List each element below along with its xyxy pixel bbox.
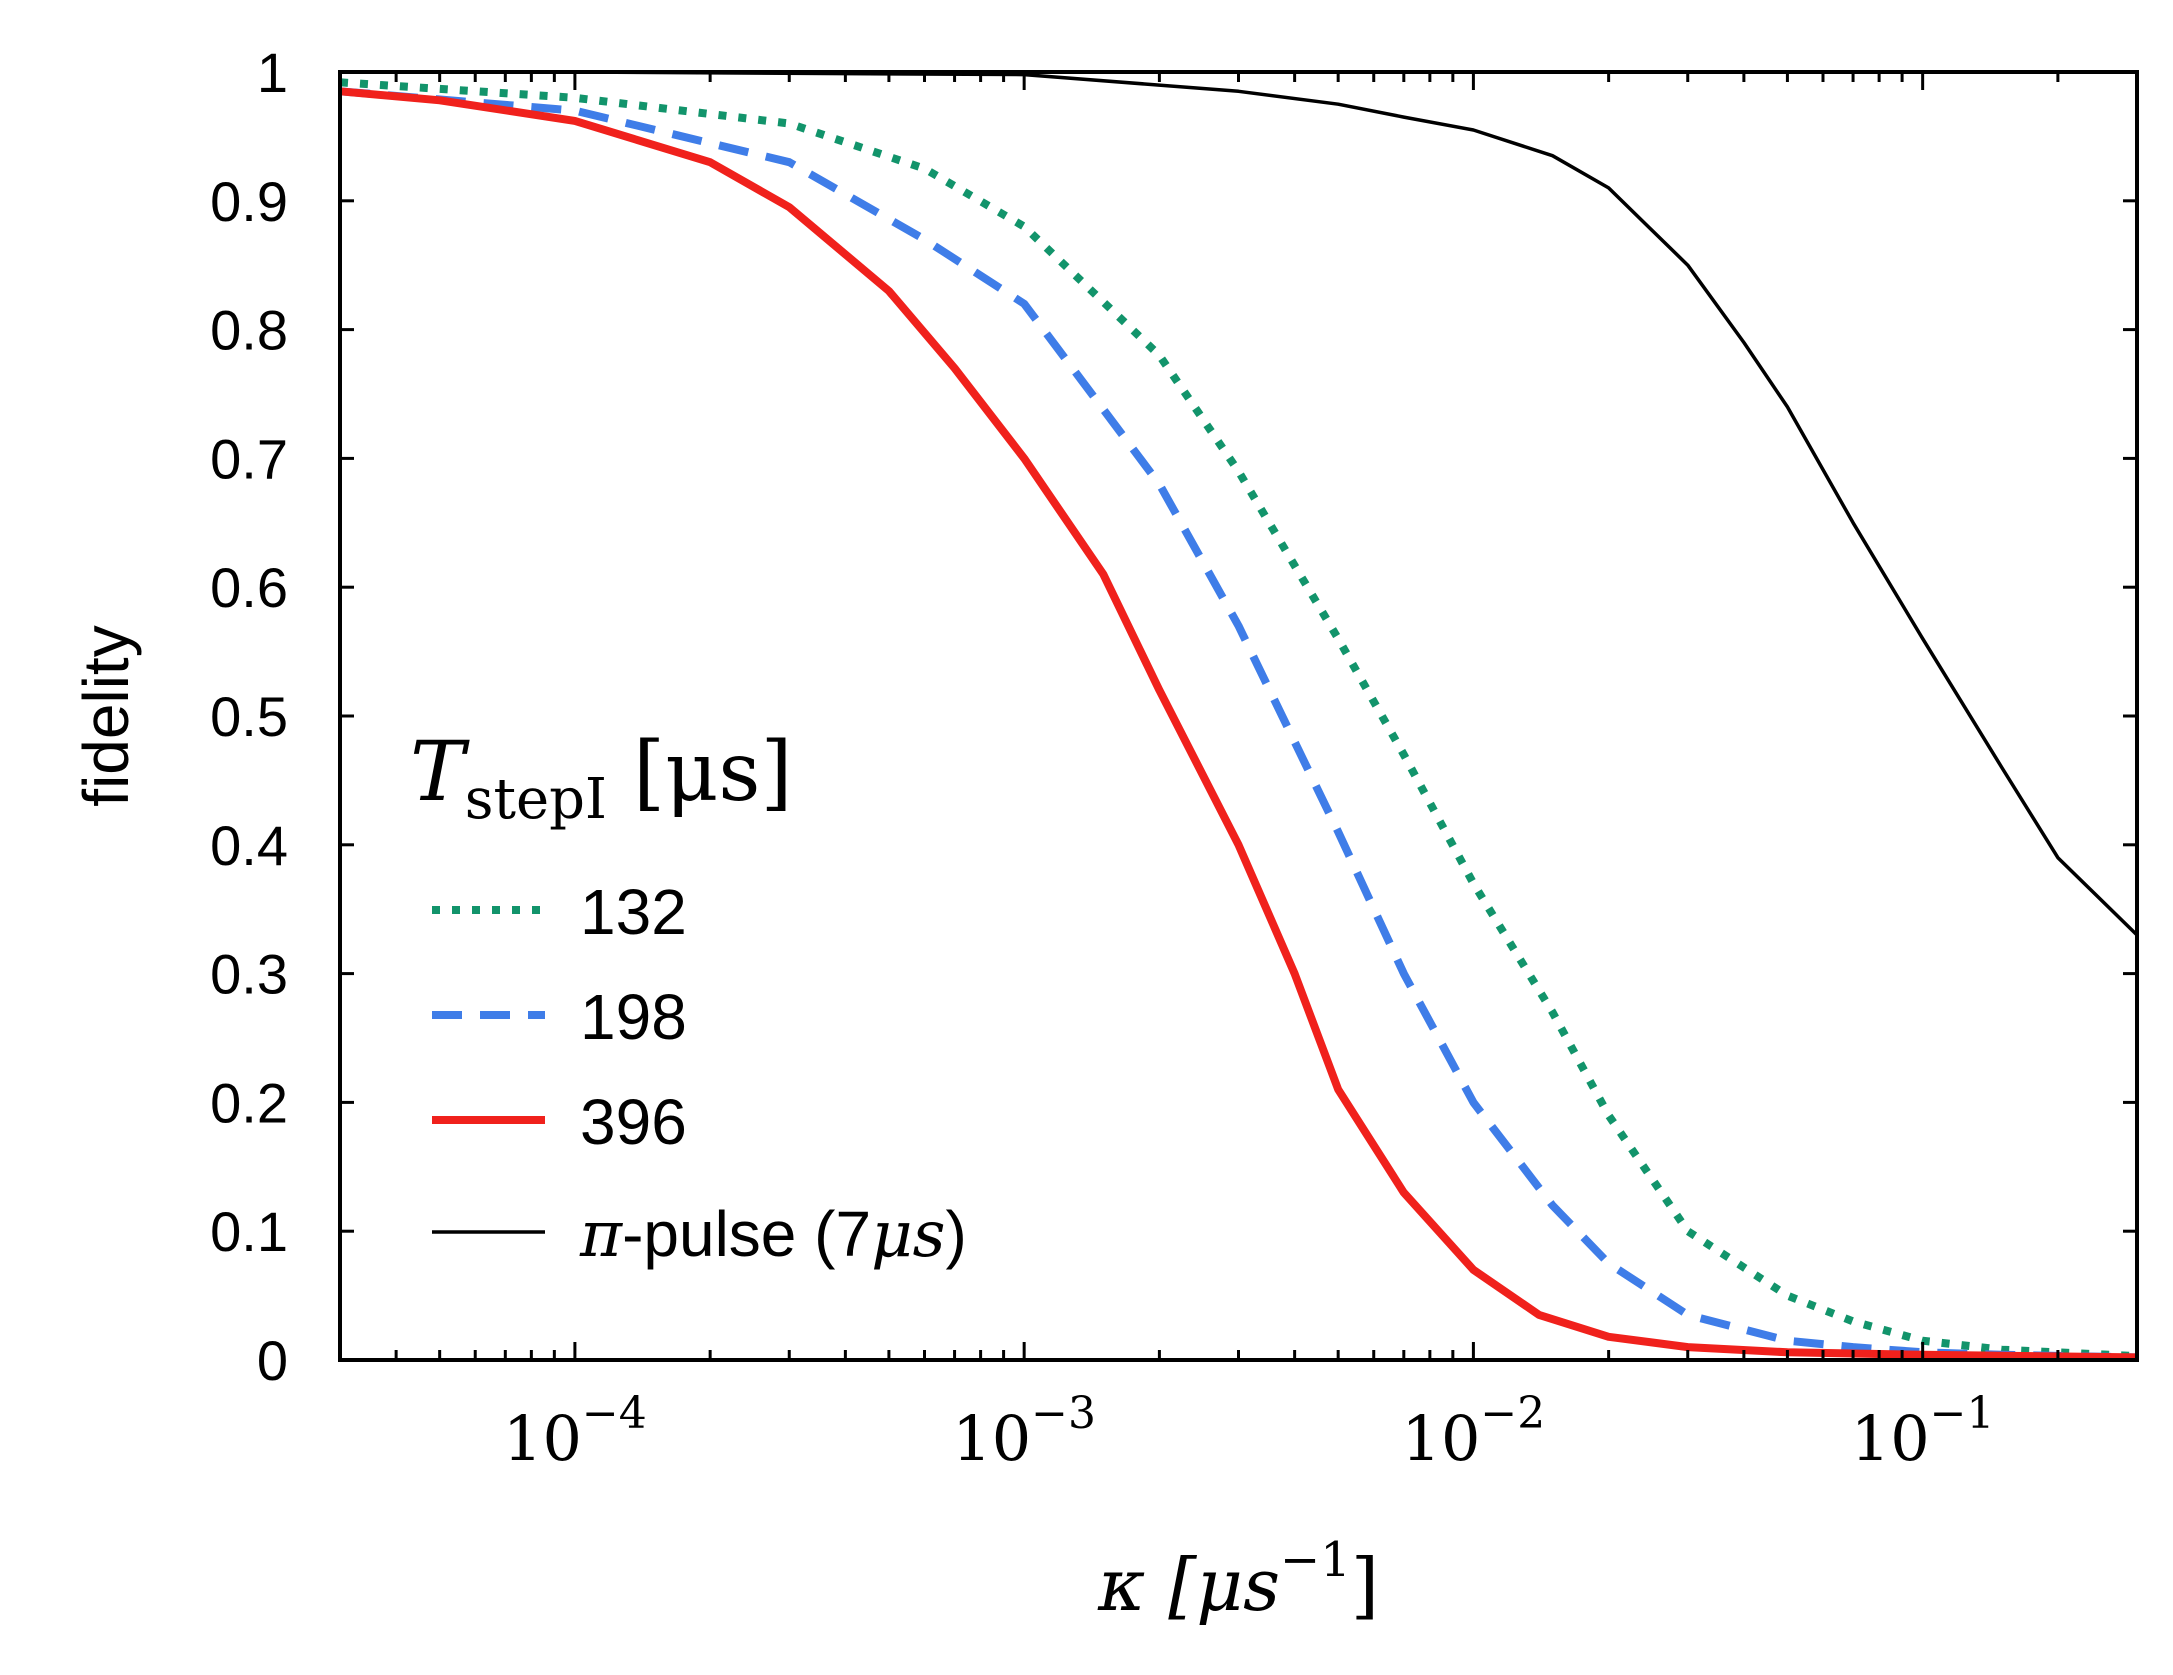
y-tick-label: 0.2 [210,1071,288,1134]
x-tick-label: 10−3 [952,1388,1096,1475]
y-tick-label: 0.9 [210,170,288,233]
legend-label-2: 198 [580,981,687,1053]
y-tick-label: 0.8 [210,299,288,362]
legend-label-3: 396 [580,1086,687,1158]
series-line-4 [340,70,2139,937]
x-tick-label: 10−4 [503,1388,647,1475]
x-tick-label: 10−2 [1402,1388,1546,1475]
y-tick-label: 0.6 [210,556,288,619]
series-line-2 [339,87,2138,1362]
legend-label-4: π-pulse (7μs) [579,1198,967,1272]
series-line-1 [339,78,2138,1361]
legend: TstepI [μs] 132 198 396 π-pulse (7μs) [410,725,967,1272]
y-tick-label: 0.7 [210,427,288,490]
series-line-3 [339,87,2138,1362]
tick-layer [338,70,2137,1362]
y-axis-label: fidelity [70,625,142,806]
plot-frame [338,70,2139,1362]
y-tick-label: 0 [257,1329,288,1392]
legend-label-1: 132 [580,876,687,948]
y-tick-label: 0.5 [210,685,288,748]
label-layer: 0 0.1 0.2 0.3 0.4 0.5 0.6 0.7 0.8 0.9 1 10−4 10−3 10−… [70,41,1995,1627]
x-axis-label: κ [μs−1] [1097,1532,1379,1627]
x-tick-label: 10−1 [1851,1388,1995,1475]
y-tick-label: 0.1 [210,1200,288,1263]
series-layer [339,70,2139,1362]
y-tick-label: 0.3 [210,943,288,1006]
y-tick-label: 1 [257,41,288,104]
legend-title: TstepI [μs] [410,725,792,832]
y-tick-label: 0.4 [210,814,288,877]
